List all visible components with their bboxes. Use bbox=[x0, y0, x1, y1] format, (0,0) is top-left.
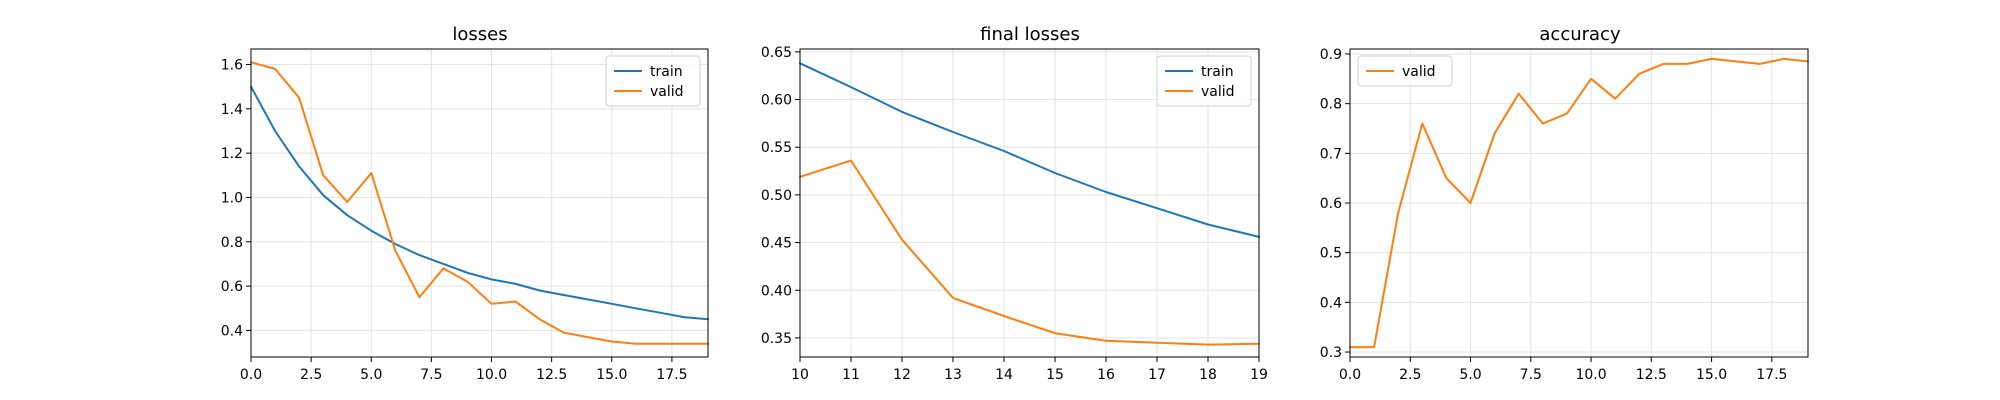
legend: train valid bbox=[1156, 55, 1252, 107]
y-tick-label: 0.7 bbox=[1320, 146, 1342, 162]
chart-title: accuracy bbox=[1539, 24, 1621, 45]
y-tick-label: 0.8 bbox=[221, 235, 243, 251]
x-tick-label: 11 bbox=[842, 367, 860, 383]
x-tick-label: 15 bbox=[1046, 367, 1064, 383]
chart-losses: losses 0.0 2.5 5.0 7.5 10.0 12.5 15.0 17.5 0.4 0.… bbox=[221, 24, 709, 383]
axes-frame bbox=[799, 48, 1260, 358]
x-tick-label: 16 bbox=[1097, 367, 1115, 383]
y-tick-label: 0.5 bbox=[1320, 246, 1342, 262]
legend: train valid bbox=[605, 55, 701, 107]
x-tick-label: 15.0 bbox=[1696, 367, 1727, 383]
x-tick-label: 17.5 bbox=[656, 367, 687, 383]
chart-accuracy: accuracy 0.0 2.5 5.0 7.5 10.0 12.5 15.0 17.5 0.3… bbox=[1320, 24, 1809, 383]
x-tick-label: 17.5 bbox=[1756, 367, 1787, 383]
y-tick-label: 1.2 bbox=[221, 146, 243, 162]
x-tick-label: 7.5 bbox=[1520, 367, 1542, 383]
y-tick-label: 0.35 bbox=[761, 331, 792, 347]
y-tick-label: 0.4 bbox=[1320, 295, 1342, 311]
y-tick-label: 0.4 bbox=[221, 323, 243, 339]
series-line-valid bbox=[1349, 57, 1809, 349]
y-tick-label: 0.55 bbox=[761, 140, 792, 156]
series-line-valid bbox=[799, 159, 1260, 346]
y-tick-label: 0.9 bbox=[1320, 47, 1342, 63]
x-tick-label: 2.5 bbox=[1399, 367, 1421, 383]
y-tick-label: 1.0 bbox=[221, 190, 243, 206]
legend-label-train: train bbox=[650, 64, 683, 80]
legend: valid bbox=[1357, 55, 1453, 87]
series-line-valid bbox=[250, 61, 709, 345]
y-tick-label: 0.6 bbox=[221, 279, 243, 295]
x-tick-label: 17 bbox=[1148, 367, 1166, 383]
axes-frame bbox=[250, 48, 709, 358]
series-line-train bbox=[799, 62, 1260, 238]
x-tick-label: 5.0 bbox=[360, 367, 382, 383]
x-tick-label: 18 bbox=[1199, 367, 1217, 383]
chart-title: losses bbox=[452, 24, 507, 45]
x-tick-label: 14 bbox=[995, 367, 1013, 383]
y-tick-label: 0.8 bbox=[1320, 97, 1342, 113]
x-tick-label: 19 bbox=[1250, 367, 1268, 383]
x-tick-label: 13 bbox=[944, 367, 962, 383]
x-tick-label: 12.5 bbox=[536, 367, 567, 383]
y-tick-label: 0.60 bbox=[761, 93, 792, 109]
chart-title: final losses bbox=[980, 24, 1080, 45]
x-tick-label: 10 bbox=[791, 367, 809, 383]
y-tick-label: 0.3 bbox=[1320, 345, 1342, 361]
x-tick-label: 10.0 bbox=[1575, 367, 1606, 383]
legend-label-valid: valid bbox=[1201, 84, 1235, 100]
y-tick-label: 1.4 bbox=[221, 102, 243, 118]
y-tick-label: 0.40 bbox=[761, 283, 792, 299]
legend-box bbox=[1357, 55, 1453, 87]
legend-label-train: train bbox=[1201, 64, 1234, 80]
x-tick-label: 5.0 bbox=[1459, 367, 1481, 383]
x-tick-label: 15.0 bbox=[596, 367, 627, 383]
series-line-train bbox=[250, 85, 709, 321]
x-tick-label: 12.5 bbox=[1636, 367, 1667, 383]
legend-label-valid: valid bbox=[650, 84, 684, 100]
x-tick-label: 0.0 bbox=[240, 367, 262, 383]
legend-label-valid: valid bbox=[1402, 64, 1436, 80]
chart-final-losses: final losses 10 11 12 13 14 15 16 17 18 19 0.35 0.4… bbox=[761, 24, 1268, 383]
x-tick-label: 7.5 bbox=[420, 367, 442, 383]
y-tick-label: 0.45 bbox=[761, 236, 792, 252]
x-tick-label: 10.0 bbox=[476, 367, 507, 383]
y-tick-label: 0.65 bbox=[761, 45, 792, 61]
x-tick-label: 0.0 bbox=[1339, 367, 1361, 383]
x-tick-label: 2.5 bbox=[300, 367, 322, 383]
legend-box bbox=[1156, 55, 1252, 107]
y-tick-label: 1.6 bbox=[221, 58, 243, 74]
y-tick-label: 0.6 bbox=[1320, 196, 1342, 212]
legend-box bbox=[605, 55, 701, 107]
y-tick-label: 0.50 bbox=[761, 188, 792, 204]
x-tick-label: 12 bbox=[893, 367, 911, 383]
